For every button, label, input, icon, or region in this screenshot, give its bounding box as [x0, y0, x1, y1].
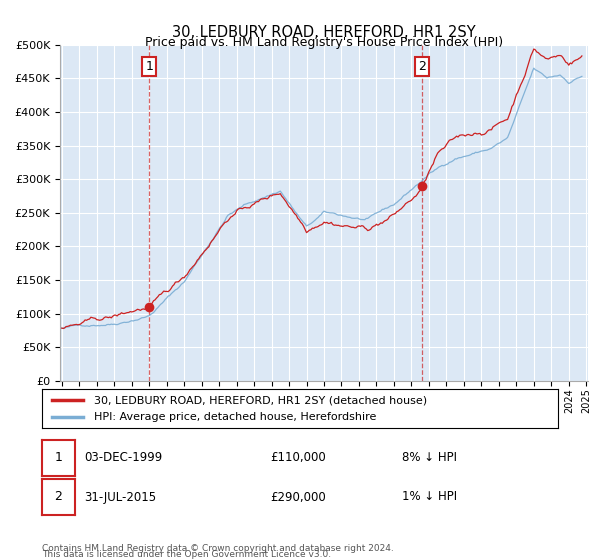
Text: £290,000: £290,000 — [270, 491, 326, 503]
Text: This data is licensed under the Open Government Licence v3.0.: This data is licensed under the Open Gov… — [42, 550, 331, 559]
Text: 2: 2 — [418, 60, 425, 73]
Text: 1: 1 — [55, 451, 62, 464]
Text: 1% ↓ HPI: 1% ↓ HPI — [402, 491, 457, 503]
Text: 8% ↓ HPI: 8% ↓ HPI — [402, 451, 457, 464]
Text: 30, LEDBURY ROAD, HEREFORD, HR1 2SY: 30, LEDBURY ROAD, HEREFORD, HR1 2SY — [172, 25, 476, 40]
Text: 31-JUL-2015: 31-JUL-2015 — [84, 491, 156, 503]
Text: £110,000: £110,000 — [270, 451, 326, 464]
Text: 1: 1 — [145, 60, 153, 73]
Text: 2: 2 — [55, 491, 62, 503]
Text: HPI: Average price, detached house, Herefordshire: HPI: Average price, detached house, Here… — [94, 412, 376, 422]
Text: 30, LEDBURY ROAD, HEREFORD, HR1 2SY (detached house): 30, LEDBURY ROAD, HEREFORD, HR1 2SY (det… — [94, 395, 427, 405]
Text: Price paid vs. HM Land Registry's House Price Index (HPI): Price paid vs. HM Land Registry's House … — [145, 36, 503, 49]
Text: Contains HM Land Registry data © Crown copyright and database right 2024.: Contains HM Land Registry data © Crown c… — [42, 544, 394, 553]
Text: 03-DEC-1999: 03-DEC-1999 — [84, 451, 162, 464]
